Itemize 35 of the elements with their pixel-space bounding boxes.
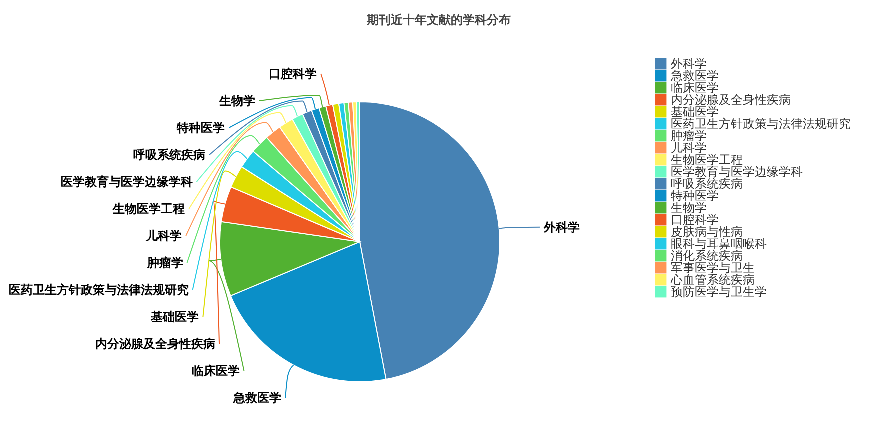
legend-label: 生物医学工程 [671,153,743,167]
slice-label: 口腔科学 [269,67,318,81]
legend-label: 临床医学 [671,81,719,95]
legend-label: 特种医学 [671,189,719,203]
legend-label: 急救医学 [670,69,719,83]
legend-label: 外科学 [671,57,707,71]
chart-title: 期刊近十年文献的学科分布 [366,13,511,27]
legend-label: 肿瘤学 [671,129,707,143]
legend-label: 军事医学与卫生 [671,261,755,275]
legend-label: 儿科学 [671,141,707,155]
legend-label: 医学教育与医学边缘学科 [671,165,803,179]
legend-label: 心血管系统疾病 [670,273,755,287]
legend-label: 生物学 [671,201,707,215]
slice-label: 生物学 [218,94,256,108]
legend-label: 医药卫生方针政策与法律法规研究 [671,117,851,131]
legend-label: 眼科与耳鼻咽喉科 [671,237,767,251]
slice-label: 基础医学 [150,310,200,324]
legend-label: 呼吸系统疾病 [671,177,743,191]
legend-label: 内分泌腺及全身性疾病 [671,93,791,107]
slice-label: 特种医学 [176,121,226,135]
slice-label: 呼吸系统疾病 [134,148,206,162]
slice-label: 医药卫生方针政策与法律法规研究 [8,283,189,297]
legend-label: 口腔科学 [671,213,719,227]
slice-label: 外科学 [543,220,580,234]
slice-label: 生物医学工程 [112,202,186,216]
legend-label: 消化系统疾病 [671,249,743,263]
legend-label: 皮肤病与性病 [671,225,743,239]
slice-label: 医学教育与医学边缘学科 [60,175,193,189]
slice-label: 急救医学 [232,391,282,405]
slice-label: 儿科学 [145,229,182,243]
slice-label: 内分泌腺及全身性疾病 [96,337,216,351]
slice-label: 临床医学 [192,364,240,378]
legend-label: 预防医学与卫生学 [671,285,767,299]
slice-label: 肿瘤学 [146,256,184,270]
legend-label: 基础医学 [671,105,719,119]
